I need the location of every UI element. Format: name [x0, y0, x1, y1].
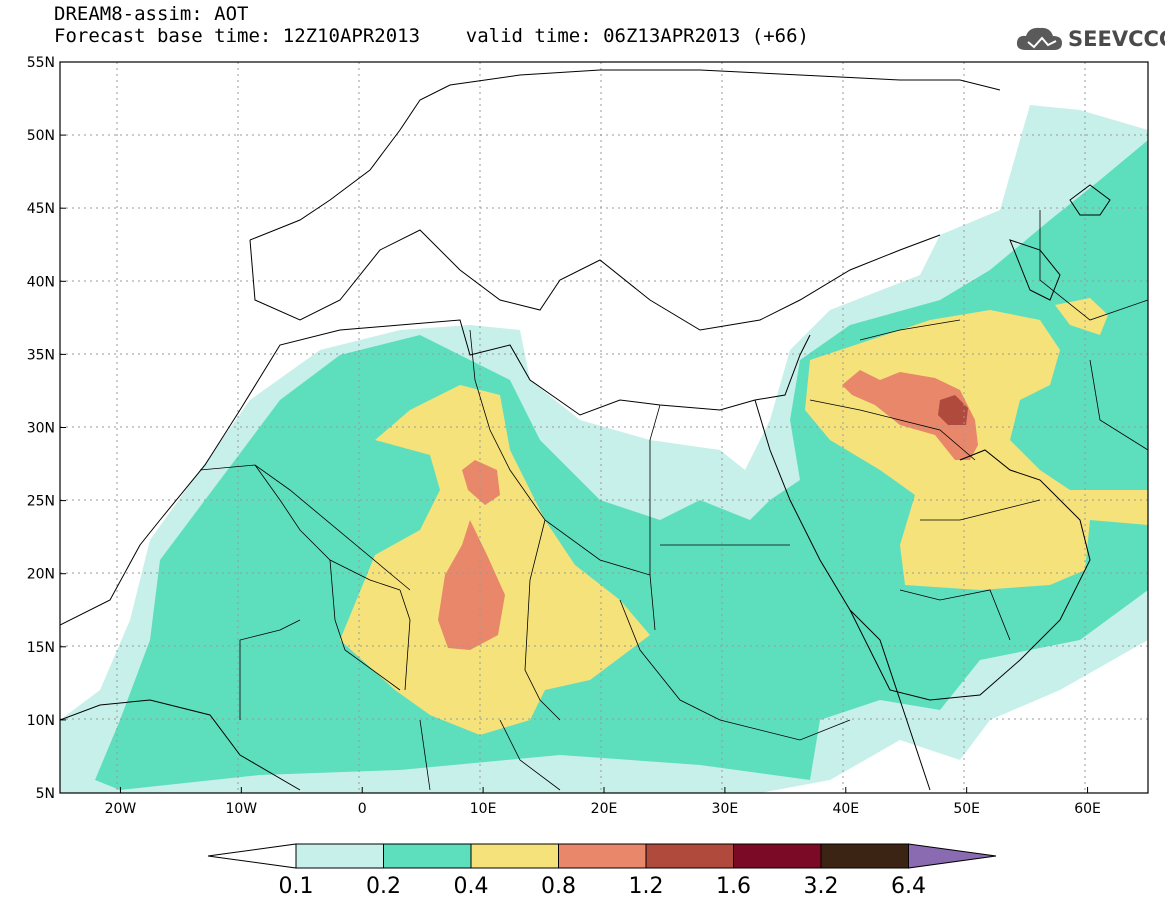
- aot-field: [60, 62, 1148, 793]
- lon-tick-label: 20W: [105, 801, 137, 817]
- colorbar-label: 1.6: [716, 874, 751, 899]
- lon-tick-label: 20E: [591, 801, 618, 817]
- colorbar-swatch: [733, 843, 822, 869]
- colorbar-swatch: [295, 843, 384, 869]
- aot-contour-0.8: [438, 520, 505, 650]
- cloud-icon: [1016, 27, 1062, 50]
- colorbar: 0.1 0.2 0.4 0.8 1.2 1.6 3.2 6.4: [207, 843, 997, 899]
- colorbar-swatch: [645, 843, 734, 869]
- lat-tick-label: 20N: [27, 567, 55, 583]
- colorbar-swatch: [820, 843, 909, 869]
- colorbar-swatch: [558, 843, 647, 869]
- lon-tick-label: 10E: [470, 801, 497, 817]
- lat-tick-label: 40N: [27, 274, 55, 290]
- logo-text: SEEVCCC: [1068, 27, 1165, 51]
- lon-tick-labels: 20W 10W 0 10E 20E 30E 40E 50E 60E: [105, 787, 1101, 817]
- lat-tick-label: 45N: [27, 201, 55, 217]
- colorbar-label: 0.8: [541, 874, 576, 899]
- map-title: DREAM8-assim: AOT: [54, 3, 249, 25]
- lon-tick-label: 30E: [712, 801, 739, 817]
- colorbar-label: 0.1: [279, 874, 314, 899]
- lat-tick-label: 5N: [36, 786, 55, 802]
- lon-tick-label: 50E: [953, 801, 980, 817]
- lat-tick-label: 55N: [27, 55, 55, 71]
- aot-contour-1.2: [938, 395, 968, 425]
- colorbar-label: 0.2: [366, 874, 401, 899]
- lat-tick-label: 15N: [27, 640, 55, 656]
- lat-tick-labels: 55N 50N 45N 40N 35N 30N 25N 20N 15N 10N 5N: [27, 55, 66, 802]
- lat-tick-label: 30N: [27, 421, 55, 437]
- colorbar-swatch: [383, 843, 472, 869]
- lon-tick-label: 0: [358, 801, 367, 817]
- colorbar-under-triangle: [207, 843, 297, 869]
- forecast-times: Forecast base time: 12Z10APR2013 valid t…: [54, 25, 809, 47]
- colorbar-label: 3.2: [804, 874, 839, 899]
- aot-contour-0.4-sahara: [340, 385, 650, 735]
- colorbar-label: 0.4: [454, 874, 489, 899]
- borders: [199, 210, 1148, 791]
- lat-tick-label: 50N: [27, 128, 55, 144]
- lon-tick-label: 40E: [832, 801, 859, 817]
- colorbar-label: 1.2: [629, 874, 664, 899]
- lat-tick-label: 35N: [27, 347, 55, 363]
- lat-tick-label: 10N: [27, 713, 55, 729]
- lon-tick-label: 10W: [225, 801, 257, 817]
- colorbar-swatch: [470, 843, 559, 869]
- lat-tick-label: 25N: [27, 494, 55, 510]
- colorbar-over-triangle: [908, 843, 997, 869]
- lon-tick-label: 60E: [1074, 801, 1101, 817]
- colorbar-label: 6.4: [891, 874, 926, 899]
